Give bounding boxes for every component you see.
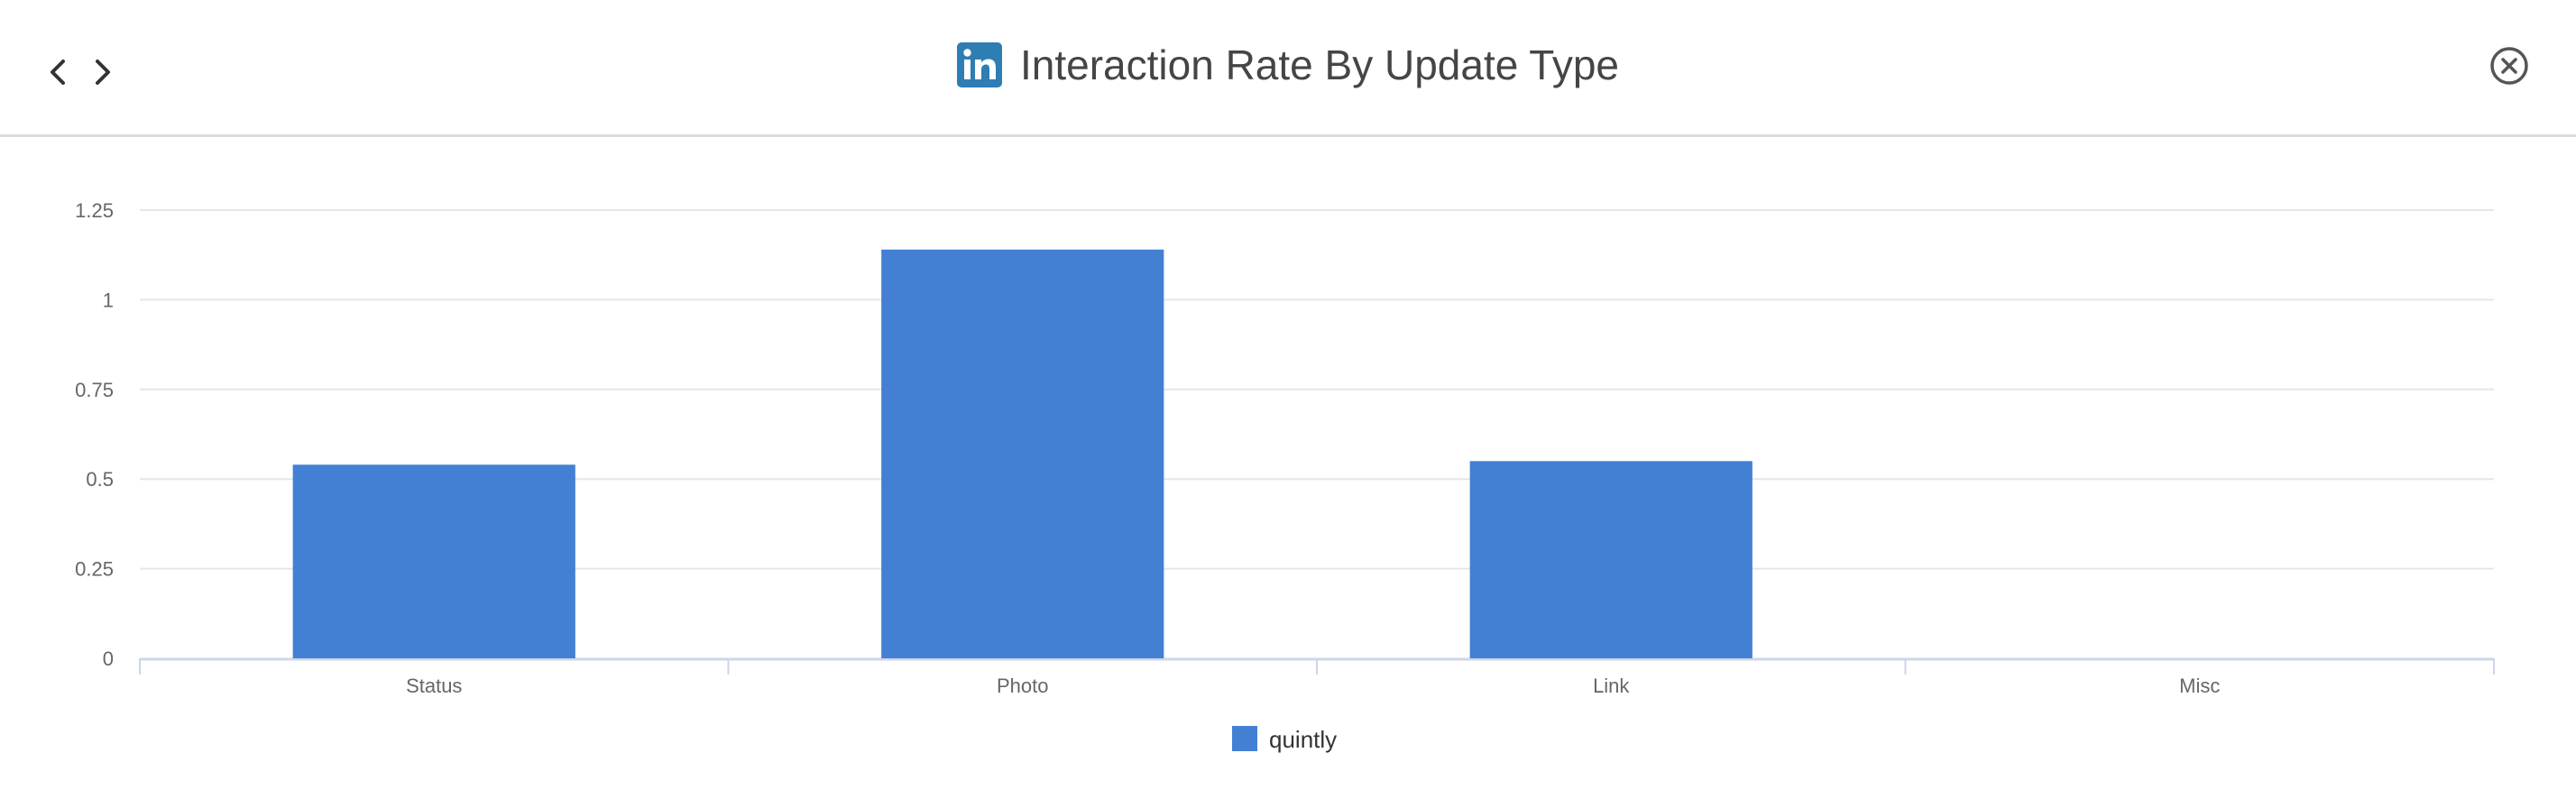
bar-chart: 0 0.25 0.5 0.75 1 1.25 Status Photo Link Misc quin… bbox=[75, 199, 2495, 753]
next-button[interactable] bbox=[85, 50, 121, 94]
y-tick-label: 0.5 bbox=[86, 468, 114, 491]
chevron-right-icon bbox=[96, 60, 110, 85]
linkedin-icon bbox=[957, 42, 1002, 87]
y-tick-label: 1 bbox=[103, 289, 114, 311]
close-button[interactable] bbox=[2489, 45, 2530, 87]
y-tick-label: 0.25 bbox=[75, 558, 114, 581]
close-circle-icon bbox=[2490, 47, 2528, 85]
chart-header: Interaction Rate By Update Type bbox=[0, 0, 2576, 137]
chart-area: 0 0.25 0.5 0.75 1 1.25 Status Photo Link Misc quin… bbox=[0, 137, 2576, 808]
bar-photo bbox=[881, 249, 1164, 658]
bar-link bbox=[1469, 461, 1753, 658]
previous-button[interactable] bbox=[40, 50, 76, 94]
chart-title: Interaction Rate By Update Type bbox=[1020, 41, 1619, 88]
x-tick-label: Misc bbox=[2179, 675, 2220, 697]
y-tick-label: 0 bbox=[103, 647, 114, 670]
legend-label: quintly bbox=[1269, 726, 1337, 753]
bar-status bbox=[292, 464, 575, 658]
legend[interactable]: quintly bbox=[1232, 726, 1337, 753]
x-tick-label: Status bbox=[406, 675, 462, 697]
title-group: Interaction Rate By Update Type bbox=[0, 36, 2576, 94]
legend-swatch bbox=[1232, 726, 1257, 751]
y-tick-label: 0.75 bbox=[75, 379, 114, 401]
chevron-left-icon bbox=[51, 60, 65, 85]
x-tick-label: Photo bbox=[997, 675, 1049, 697]
x-tick-label: Link bbox=[1593, 675, 1630, 697]
y-tick-label: 1.25 bbox=[75, 199, 114, 222]
